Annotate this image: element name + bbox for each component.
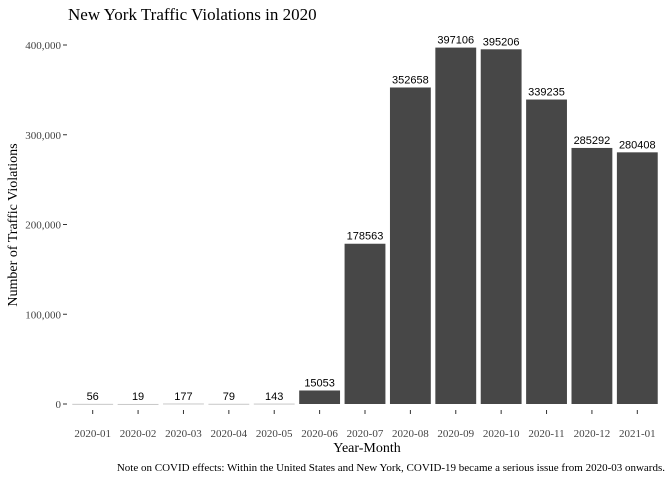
x-tick-label: 2020-07 [347, 428, 384, 440]
x-tick-label: 2020-04 [211, 428, 248, 440]
x-tick-label: 2020-11 [528, 428, 564, 440]
x-tick-label: 2020-01 [74, 428, 111, 440]
x-tick-label: 2020-12 [574, 428, 611, 440]
bar-2020-09 [435, 47, 477, 405]
data-label-2020-04: 79 [223, 391, 235, 403]
y-tick-label: 200,000 [25, 220, 61, 232]
bar-2021-01 [616, 152, 658, 404]
x-tick-label: 2020-02 [120, 428, 157, 440]
bar-2020-06 [299, 390, 341, 404]
data-label-2021-01: 280408 [619, 139, 656, 151]
x-tick-label: 2020-08 [392, 428, 429, 440]
x-tick-label: 2020-03 [165, 428, 202, 440]
x-axis-label: Year-Month [333, 441, 401, 456]
data-label-2020-08: 352658 [392, 74, 429, 86]
data-label-2020-06: 15053 [304, 377, 335, 389]
bar-2020-11 [526, 99, 567, 404]
data-label-2020-11: 339235 [528, 87, 565, 99]
y-tick-label: 400,000 [25, 40, 61, 52]
data-label-2020-03: 177 [174, 391, 192, 403]
data-label-2020-10: 395206 [483, 36, 520, 48]
x-tick-label: 2020-10 [483, 428, 520, 440]
bar-2020-12 [571, 147, 613, 404]
data-label-2020-09: 397106 [437, 35, 474, 47]
x-tick-label: 2021-01 [619, 428, 656, 440]
x-tick-label: 2020-06 [301, 428, 338, 440]
bar-2020-08 [389, 87, 431, 405]
data-label-2020-02: 19 [132, 391, 144, 403]
chart-title: New York Traffic Violations in 2020 [68, 5, 317, 24]
bar-2020-07 [344, 243, 386, 404]
data-label-2020-07: 178563 [347, 231, 384, 243]
x-tick-label: 2020-09 [437, 428, 474, 440]
chart-caption: Note on COVID effects: Within the United… [117, 462, 665, 474]
y-tick-label: 100,000 [25, 309, 61, 321]
data-label-2020-01: 56 [87, 391, 99, 403]
y-tick-label: 0 [56, 399, 62, 411]
y-axis-label: Number of Traffic Violations [6, 143, 21, 306]
data-label-2020-05: 143 [265, 391, 283, 403]
y-axis: 0 100,000 200,000 300,000 400,000 [25, 40, 67, 411]
y-tick-label: 300,000 [25, 130, 61, 142]
bars [72, 47, 658, 405]
bar-2020-10 [480, 49, 522, 405]
x-axis: 2020-01 2020-02 2020-03 2020-04 2020-05 2020-… [74, 410, 656, 440]
data-label-2020-12: 285292 [574, 135, 611, 147]
x-tick-label: 2020-05 [256, 428, 293, 440]
data-labels: 56 19 177 79 143 15053 178563 352658 397106 39520… [87, 35, 656, 403]
